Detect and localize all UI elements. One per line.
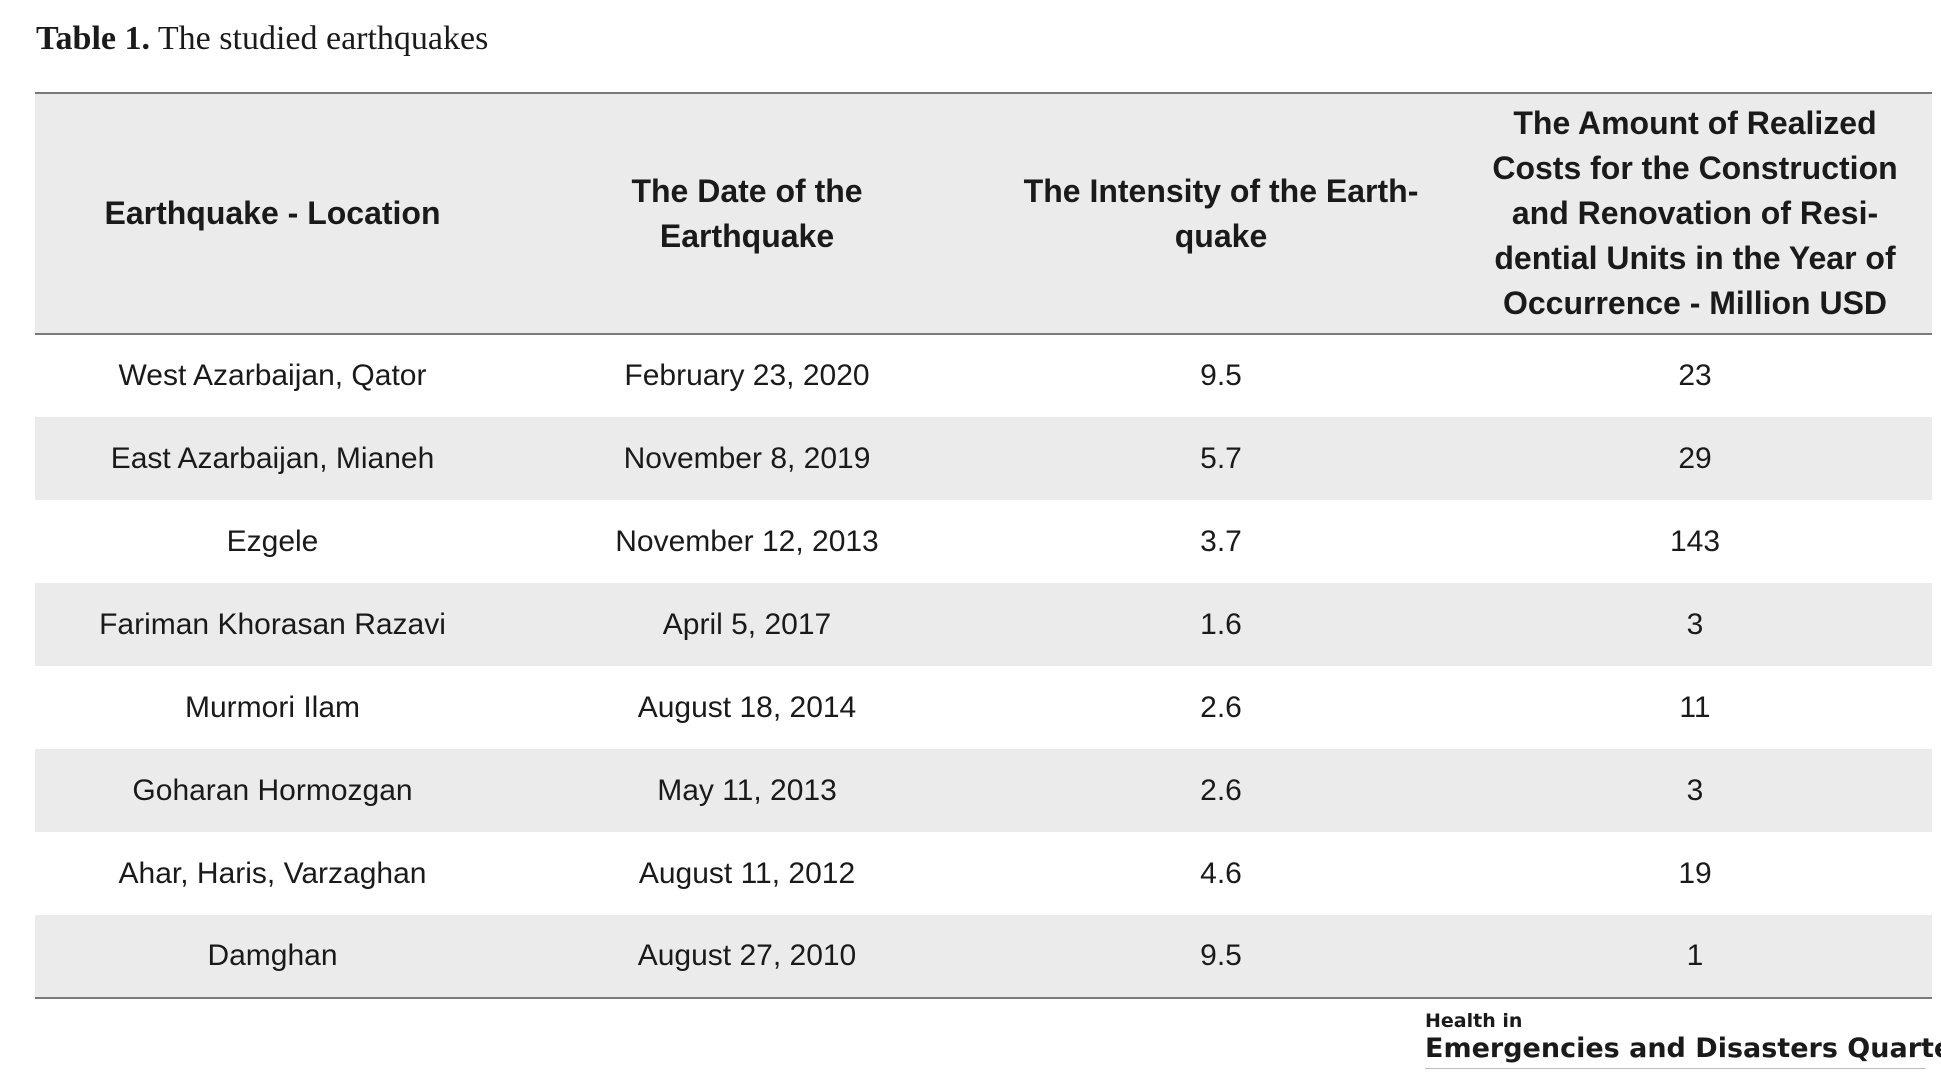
earthquake-table: Earthquake - Location The Date of the Ea… <box>35 92 1932 999</box>
cell-costs: 1 <box>1458 915 1932 999</box>
cell-location: Damghan <box>35 915 510 999</box>
table-caption: Table 1. The studied earthquakes <box>36 14 488 64</box>
cell-date: November 8, 2019 <box>623 441 871 475</box>
earthquake-table-container: Earthquake - Location The Date of the Ea… <box>35 92 1932 999</box>
cell-costs: 29 <box>1678 441 1712 475</box>
column-header-intensity: The Intensity of the Earth-quake <box>984 92 1458 335</box>
table-row: Fariman Khorasan Razavi April 5, 2017 1.6 3 <box>35 583 1932 666</box>
table-row: East Azarbaijan, Mianeh November 8, 2019 5… <box>35 417 1932 500</box>
cell-location: Goharan Hormozgan <box>132 773 413 807</box>
cell-intensity: 2.6 <box>1200 773 1242 807</box>
cell-costs: 3 <box>1686 773 1704 807</box>
cell-date: August 11, 2012 <box>638 856 856 890</box>
journal-logo-line2: Emergencies and Disasters Quarterly <box>1425 1033 1941 1064</box>
table-row: Ahar, Haris, Varzaghan August 11, 2012 4.6… <box>35 832 1932 915</box>
table-row: West Azarbaijan, Qator February 23, 2020 9… <box>35 334 1932 417</box>
column-header-date: The Date of the Earthquake <box>510 92 984 335</box>
cell-date: November 12, 2013 <box>615 524 879 558</box>
cell-location: Ezgele <box>226 524 319 558</box>
cell-date: February 23, 2020 <box>624 359 870 392</box>
table-row: Goharan Hormozgan May 11, 2013 2.6 3 <box>35 749 1932 832</box>
journal-logo: Health in Emergencies and Disasters Quar… <box>1425 1010 1941 1069</box>
table-caption-label: Table 1. <box>36 20 151 57</box>
table-caption-text: The studied earthquakes <box>157 20 489 57</box>
cell-intensity: 3.7 <box>1200 524 1242 558</box>
cell-date: April 5, 2017 <box>662 607 832 641</box>
cell-costs: 143 <box>1669 524 1721 558</box>
cell-intensity: 9.5 <box>984 915 1458 999</box>
cell-intensity: 2.6 <box>1200 690 1242 724</box>
cell-date: August 27, 2010 <box>510 915 984 999</box>
cell-intensity: 5.7 <box>1200 441 1242 475</box>
cell-location: Ahar, Haris, Varzaghan <box>118 856 427 890</box>
cell-date: August 18, 2014 <box>637 690 857 724</box>
journal-logo-line1: Health in <box>1425 1010 1523 1032</box>
cell-location: West Azarbaijan, Qator <box>118 359 427 392</box>
journal-logo-underline <box>1425 1068 1925 1069</box>
table-row: Damghan August 27, 2010 9.5 1 <box>35 915 1932 999</box>
cell-intensity: 9.5 <box>1200 359 1242 392</box>
cell-intensity: 1.6 <box>1200 607 1242 641</box>
cell-location: East Azarbaijan, Mianeh <box>110 441 435 475</box>
cell-costs: 19 <box>1678 856 1712 890</box>
cell-location: Murmori Ilam <box>184 690 360 724</box>
cell-location: Fariman Khorasan Razavi <box>99 607 446 641</box>
table-header: Earthquake - Location The Date of the Ea… <box>35 92 1932 335</box>
column-header-costs: The Amount of Realized Costs for the Con… <box>1458 92 1932 335</box>
cell-costs: 3 <box>1686 607 1704 641</box>
cell-costs: 23 <box>1678 359 1712 392</box>
table-row: Ezgele November 12, 2013 3.7 143 <box>35 500 1932 583</box>
table-header-row: Earthquake - Location The Date of the Ea… <box>35 92 1932 335</box>
cell-costs: 11 <box>1679 690 1711 724</box>
column-header-location: Earthquake - Location <box>35 92 510 335</box>
cell-intensity: 4.6 <box>1200 856 1242 890</box>
cell-date: May 11, 2013 <box>657 773 837 807</box>
table-row: Murmori Ilam August 18, 2014 2.6 11 <box>35 666 1932 749</box>
table-body: West Azarbaijan, Qator February 23, 2020 9… <box>35 334 1932 999</box>
